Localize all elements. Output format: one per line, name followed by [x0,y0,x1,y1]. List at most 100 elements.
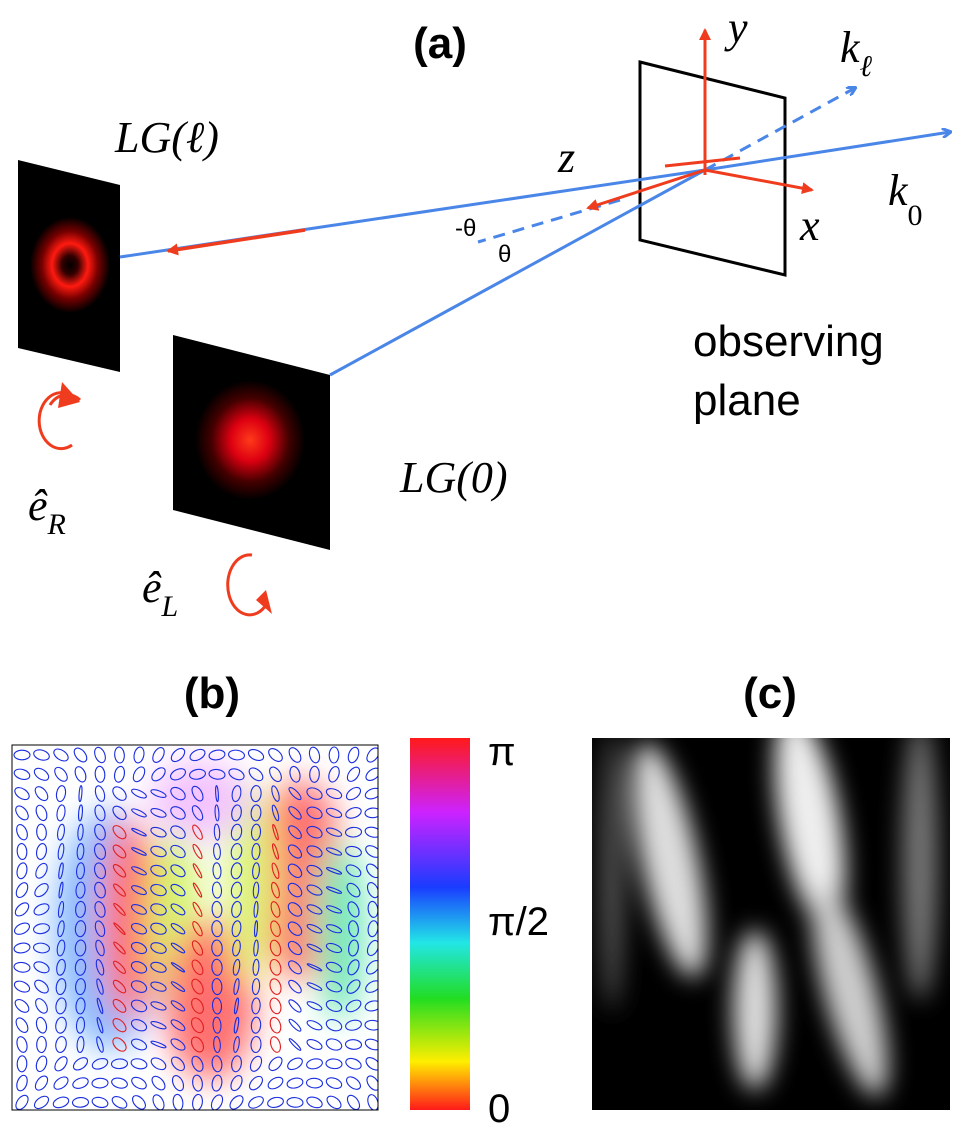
polarization-ellipse [35,1016,48,1034]
polarization-ellipse [306,1001,323,1011]
polarization-ellipse [253,920,259,938]
polarization-ellipse [272,823,279,841]
polarization-ellipse [13,942,31,954]
polarization-ellipse [365,767,378,782]
polarization-ellipse [270,920,281,938]
axis-y: y [724,3,748,52]
polarization-ellipse [366,939,378,957]
polarization-ellipse [214,804,220,822]
polarization-ellipse [74,920,87,938]
polarization-ellipse [213,842,221,861]
polarization-ellipse [230,1075,243,1092]
polarization-map [12,745,378,1110]
polarization-ellipse [231,900,242,918]
polarization-ellipse [269,939,282,957]
polarization-ellipse [345,786,362,801]
intensity-fringes [600,738,938,1097]
polarization-ellipse [170,962,186,973]
polarization-ellipse [71,1097,90,1108]
polarization-ellipse [170,1019,186,1032]
polarization-ellipse [150,961,167,973]
polarization-ellipse [94,804,106,822]
polarization-ellipse [130,1038,148,1051]
polarization-ellipse [190,1017,205,1034]
polarization-ellipse [96,997,104,1015]
polarization-ellipse [32,942,51,954]
ellipse-grid [13,746,378,1110]
polarization-ellipse [113,883,126,897]
polarization-ellipse [33,923,50,935]
polarization-ellipse [132,766,146,783]
polarization-ellipse [15,882,29,899]
polarization-ellipse [191,785,204,802]
polarization-ellipse [150,922,167,935]
polarization-ellipse [151,1075,166,1091]
polarization-ellipse [191,1055,204,1072]
polarization-ellipse [230,881,243,899]
polarization-ellipse [211,997,223,1015]
polarization-ellipse [35,998,48,1014]
polarization-ellipse [328,766,340,783]
polarization-ellipse [190,1036,205,1053]
polarization-ellipse [364,807,378,819]
panel-label: (a) [413,19,467,68]
polarization-ellipse [75,862,86,880]
polarization-ellipse [75,881,86,899]
polarization-ellipse [150,942,167,954]
polarization-ellipse [192,921,203,937]
polarization-ellipse [130,961,148,974]
lg-l-label: LG(ℓ) [114,113,219,162]
polarization-ellipse [365,845,378,858]
symbol: k [840,23,861,72]
polarization-ellipse [268,748,283,762]
polarization-ellipse [14,902,30,917]
polarization-ellipse [248,1096,264,1109]
polarization-ellipse [306,884,323,896]
polarization-ellipse [131,827,147,837]
polarization-ellipse [328,746,340,764]
polarization-ellipse [170,1038,186,1051]
polarization-ellipse [112,864,127,878]
polarization-ellipse [287,882,303,898]
polarization-ellipse [215,785,219,803]
angle-pos: θ [498,241,511,268]
polarization-ellipse [270,901,281,918]
polarization-ellipse [325,807,343,819]
polarization-ellipse [365,1057,378,1071]
polarization-ellipse [170,844,186,859]
polarization-ellipse [170,806,186,820]
polarization-ellipse [232,958,241,976]
polarization-ellipse [212,1016,222,1034]
polarization-ellipse [230,862,243,880]
plane-label: observing [693,317,884,366]
polarization-ellipse [13,768,31,781]
polarization-ellipse [16,824,28,841]
red-arrow [166,228,306,256]
polarization-ellipse [251,842,261,861]
polarization-ellipse [287,902,303,917]
polarization-ellipse [211,1074,223,1092]
polarization-ellipse [344,1039,363,1050]
polarization-ellipse [288,806,302,820]
polarization-ellipse [170,786,186,801]
polarization-ellipse [78,785,83,803]
polarization-ellipse [306,825,323,839]
polarization-ellipse [72,1077,89,1089]
polarization-ellipse [364,826,378,838]
fringe [774,738,846,929]
polarization-ellipse [345,1076,362,1090]
polarization-ellipse [233,978,240,996]
polarization-ellipse [130,922,148,935]
polarization-ellipse [95,939,105,957]
polarization-ellipse [94,901,106,918]
polarization-ellipse [56,939,66,957]
polarization-ellipse [233,1036,240,1053]
angle-neg: -θ [455,215,476,242]
polarization-ellipse [269,958,282,976]
phase-blob [225,780,275,980]
polarization-ellipse [150,789,167,799]
polarization-ellipse [114,746,125,764]
phase-blob [315,840,365,1020]
polarization-ellipse [325,886,343,894]
polarization-ellipse [55,1036,67,1053]
